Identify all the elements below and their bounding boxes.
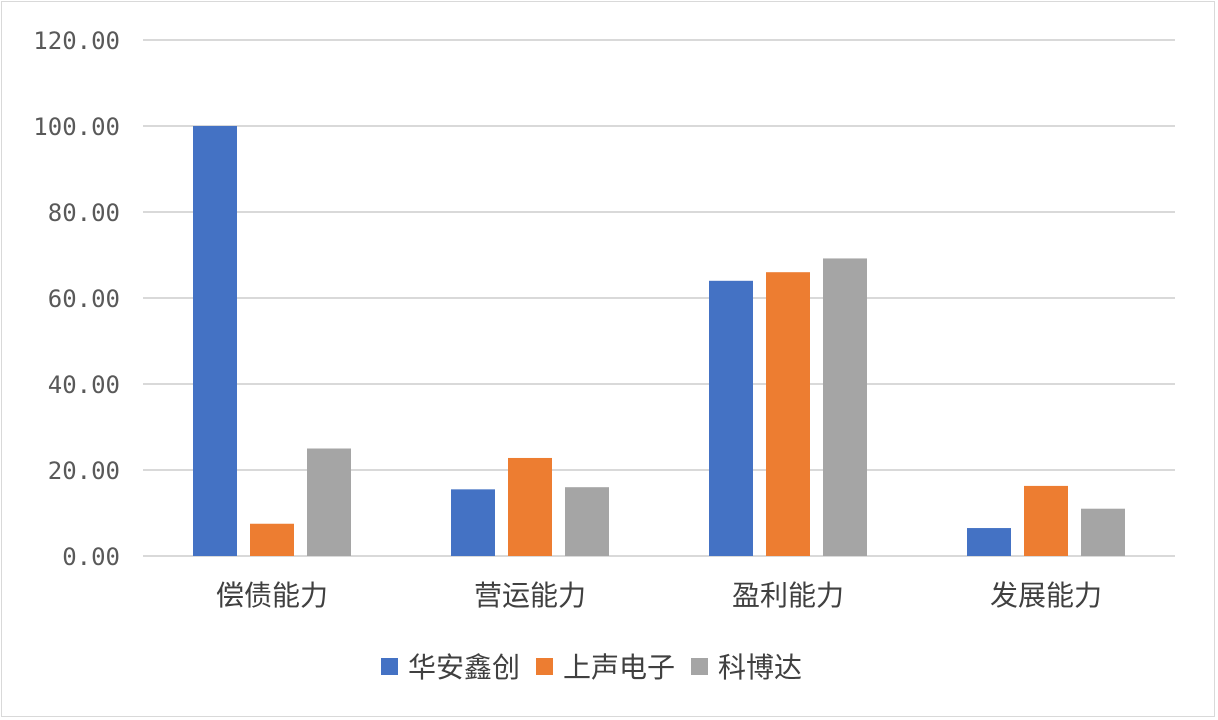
bar bbox=[709, 280, 753, 556]
y-tick-label: 0.00 bbox=[62, 543, 120, 571]
bar bbox=[451, 489, 495, 556]
x-category-label: 盈利能力 bbox=[732, 579, 844, 612]
x-category-label: 发展能力 bbox=[990, 579, 1102, 612]
legend-label: 上声电子 bbox=[563, 651, 675, 684]
legend-swatch bbox=[691, 658, 708, 675]
bar bbox=[307, 448, 351, 556]
x-category-label: 偿债能力 bbox=[216, 579, 328, 612]
bar bbox=[508, 457, 552, 556]
bar bbox=[193, 126, 237, 556]
x-category-label: 营运能力 bbox=[474, 579, 586, 612]
legend-label: 华安鑫创 bbox=[408, 651, 520, 684]
bar bbox=[250, 523, 294, 556]
legend-label: 科博达 bbox=[718, 651, 802, 684]
y-tick-label: 60.00 bbox=[48, 285, 120, 313]
bar bbox=[823, 258, 867, 556]
y-tick-label: 100.00 bbox=[33, 113, 120, 141]
legend-swatch bbox=[536, 658, 553, 675]
bar bbox=[1081, 508, 1125, 556]
legend-swatch bbox=[381, 658, 398, 675]
y-tick-label: 20.00 bbox=[48, 457, 120, 485]
bar bbox=[565, 487, 609, 556]
bar bbox=[1024, 485, 1068, 556]
y-tick-label: 40.00 bbox=[48, 371, 120, 399]
bar bbox=[967, 528, 1011, 556]
y-tick-label: 120.00 bbox=[33, 27, 120, 55]
y-tick-label: 80.00 bbox=[48, 199, 120, 227]
bar bbox=[766, 272, 810, 556]
